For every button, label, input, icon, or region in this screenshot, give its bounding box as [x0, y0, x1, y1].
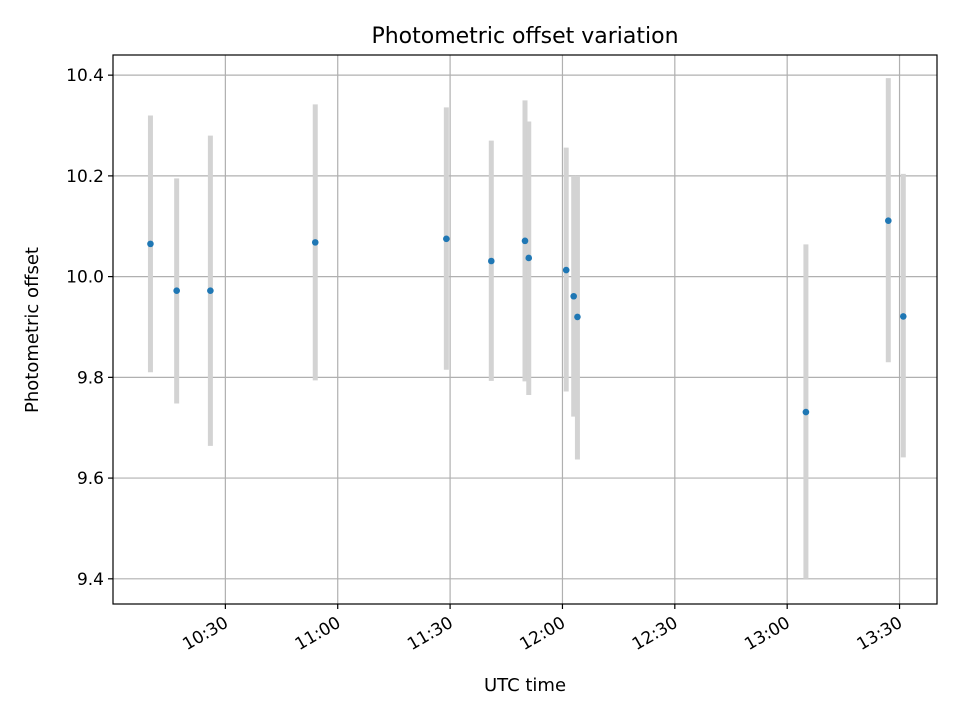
data-point [521, 237, 529, 245]
grid [113, 55, 937, 604]
data-point [525, 254, 533, 262]
data-point [311, 239, 319, 246]
y-tick-label: 9.4 [77, 570, 104, 590]
x-axis-label: UTC time [484, 675, 566, 696]
y-tick-label: 10.4 [66, 66, 104, 86]
y-axis-ticks: 9.4 9.6 9.8 10.0 10.2 10.4 [66, 66, 113, 590]
data-point [487, 257, 495, 265]
y-tick-label: 10.0 [66, 268, 104, 288]
data-point [147, 240, 154, 248]
data-point [574, 313, 581, 321]
y-tick-label: 9.8 [77, 368, 104, 388]
data-point [562, 266, 570, 274]
data-point [570, 292, 577, 300]
data-point [802, 408, 810, 416]
chart-title: Photometric offset variation [371, 24, 678, 49]
data-point [899, 313, 907, 320]
data-point [885, 217, 892, 225]
data-points [147, 217, 907, 416]
plot-frame [112, 54, 938, 605]
data-point [173, 287, 180, 295]
y-tick-label: 9.6 [77, 469, 104, 489]
data-point [207, 287, 214, 295]
y-axis-label: Photometric offset [22, 247, 43, 413]
y-tick-label: 10.2 [66, 167, 104, 187]
data-point [443, 235, 450, 243]
